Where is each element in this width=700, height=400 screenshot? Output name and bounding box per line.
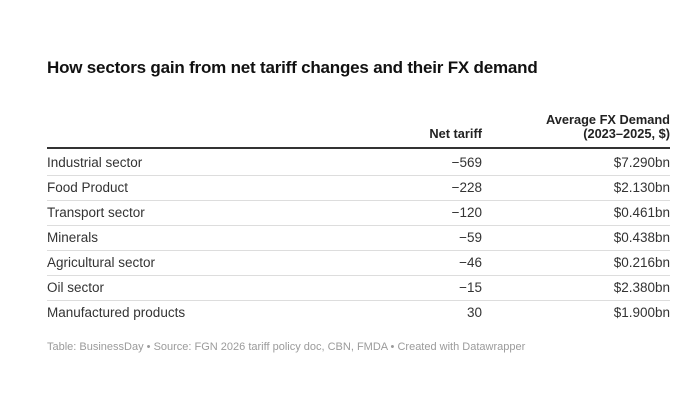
fx-demand-cell: $0.438bn xyxy=(482,225,670,251)
column-header-fx-demand: Average FX Demand (2023–2025, $) xyxy=(482,102,670,149)
table-row: Manufactured products 30 $1.900bn xyxy=(47,301,670,326)
content-area: How sectors gain from net tariff changes… xyxy=(47,58,670,353)
sector-name-cell: Industrial sector xyxy=(47,148,294,176)
net-tariff-cell: −15 xyxy=(294,275,482,301)
sector-name-cell: Minerals xyxy=(47,225,294,251)
sector-name-cell: Food Product xyxy=(47,175,294,201)
table-header: Net tariff Average FX Demand (2023–2025,… xyxy=(47,102,670,149)
net-tariff-cell: −46 xyxy=(294,250,482,276)
net-tariff-cell: 30 xyxy=(466,305,482,320)
net-tariff-cell: −59 xyxy=(294,225,482,251)
net-tariff-cell: −228 xyxy=(294,175,482,201)
fx-demand-cell: $0.216bn xyxy=(482,250,670,276)
fx-demand-cell: $2.380bn xyxy=(482,275,670,301)
table-row: Transport sector −120 $0.461bn xyxy=(47,200,670,226)
net-tariff-cell: −569 xyxy=(294,148,482,176)
table-row: Agricultural sector −46 $0.216bn xyxy=(47,250,670,276)
table-row: Oil sector −15 $2.380bn xyxy=(47,275,670,301)
column-header-sector xyxy=(47,102,294,149)
fx-demand-cell: $1.900bn xyxy=(613,305,670,320)
fx-demand-cell: $7.290bn xyxy=(482,148,670,176)
net-tariff-cell: −120 xyxy=(294,200,482,226)
table-row: Food Product −228 $2.130bn xyxy=(47,175,670,201)
sector-tariff-table: Net tariff Average FX Demand (2023–2025,… xyxy=(47,102,670,325)
fx-demand-cell: $0.461bn xyxy=(482,200,670,226)
table-row: Minerals −59 $0.438bn xyxy=(47,225,670,251)
sector-name-cell: Manufactured products xyxy=(47,305,186,320)
footer-credit: Table: BusinessDay • Source: FGN 2026 ta… xyxy=(47,341,526,353)
column-header-net-tariff: Net tariff xyxy=(294,102,482,149)
fx-demand-cell: $2.130bn xyxy=(482,175,670,201)
sector-name-cell: Oil sector xyxy=(47,275,294,301)
sector-name-cell: Agricultural sector xyxy=(47,250,294,276)
table-row: Industrial sector −569 $7.290bn xyxy=(47,148,670,176)
table-body: Industrial sector −569 $7.290bn Food Pro… xyxy=(47,148,670,325)
header-row: Net tariff Average FX Demand (2023–2025,… xyxy=(47,102,670,149)
page-title: How sectors gain from net tariff changes… xyxy=(47,58,538,77)
sector-name-cell: Transport sector xyxy=(47,200,294,226)
